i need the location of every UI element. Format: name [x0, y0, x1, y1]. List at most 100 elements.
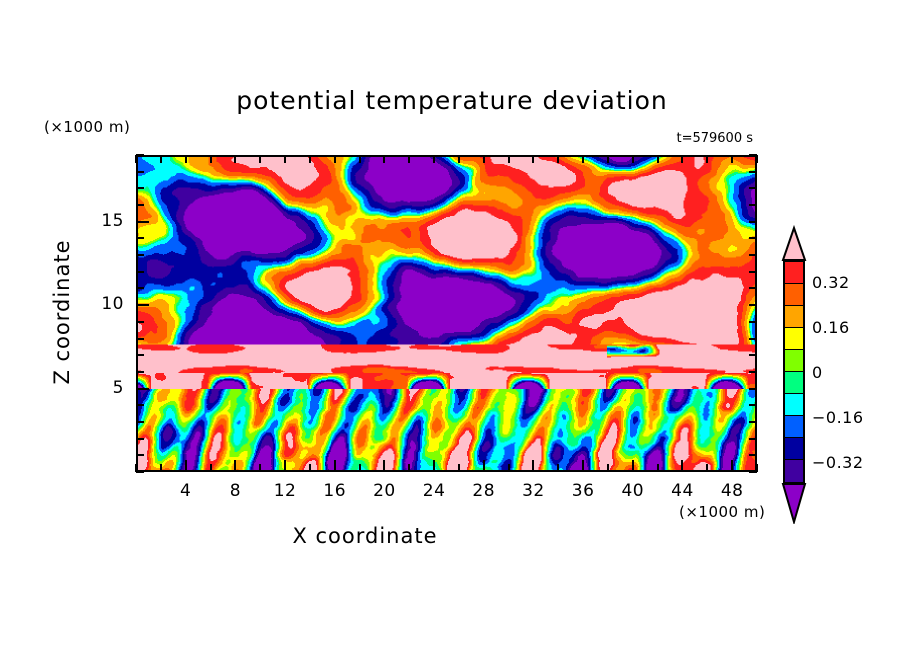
y-tick-minor-right — [749, 237, 757, 240]
y-tick-minor — [136, 320, 144, 323]
x-tick-minor-top — [656, 155, 659, 163]
x-tick-major — [731, 460, 734, 472]
colorbar-bands — [783, 260, 805, 484]
x-tick-major — [532, 460, 535, 472]
colorbar: 0.32 0.16 0 −0.16 −0.32 — [778, 224, 863, 524]
x-tick-minor — [209, 464, 212, 472]
y-tick-minor-right — [749, 304, 757, 307]
x-tick-major — [234, 460, 237, 472]
x-tick-major — [482, 460, 485, 472]
x-tick-minor-top — [631, 155, 634, 163]
x-tick-minor-top — [606, 155, 609, 163]
y-tick-minor-right — [749, 404, 757, 407]
page-title: potential temperature deviation — [236, 86, 668, 115]
x-tick-minor-top — [557, 155, 560, 163]
colorbar-band — [785, 394, 803, 416]
x-tick-label: 12 — [273, 481, 297, 501]
x-tick-label: 4 — [180, 481, 192, 501]
y-tick-label: 15 — [101, 210, 124, 231]
y-tick-label: 10 — [101, 294, 124, 315]
x-tick-label: 28 — [472, 481, 496, 501]
colorbar-band — [785, 328, 803, 350]
y-tick-minor — [136, 254, 144, 257]
colorbar-band — [785, 350, 803, 372]
y-tick-minor-right — [749, 370, 757, 373]
x-tick-major — [681, 460, 684, 472]
x-tick-minor-top — [184, 155, 187, 163]
y-tick-minor-right — [749, 187, 757, 190]
colorbar-band — [785, 306, 803, 328]
y-tick-minor — [136, 337, 144, 340]
y-tick-minor-right — [749, 270, 757, 273]
y-tick-minor-right — [749, 471, 757, 473]
x-tick-label: 48 — [720, 481, 744, 501]
x-tick-minor-top — [408, 155, 411, 163]
y-tick-minor — [136, 204, 144, 207]
y-tick-minor-right — [749, 287, 757, 290]
y-tick-minor-right — [749, 154, 757, 156]
colorbar-tick-label: −0.16 — [812, 407, 864, 427]
colorbar-tick-label: 0 — [812, 363, 823, 382]
y-tick-minor-right — [749, 354, 757, 357]
x-tick-label: 40 — [621, 481, 645, 501]
y-tick-minor-right — [749, 420, 757, 423]
y-tick-minor — [136, 170, 144, 173]
x-tick-minor-top — [706, 155, 709, 163]
x-tick-minor-top — [731, 155, 734, 163]
x-tick-major — [631, 460, 634, 472]
colorbar-tick-label: 0.32 — [812, 273, 850, 293]
x-tick-minor-top — [582, 155, 585, 163]
x-tick-label: 20 — [373, 481, 396, 501]
x-tick-minor-top — [308, 155, 311, 163]
timestamp-label: t=579600 s — [676, 131, 753, 146]
colorbar-band — [785, 372, 803, 394]
y-tick-minor — [136, 454, 144, 457]
x-tick-major — [184, 460, 187, 472]
x-tick-minor-top — [532, 155, 535, 163]
x-tick-minor-top — [209, 155, 212, 163]
x-tick-major — [582, 460, 585, 472]
x-tick-minor — [159, 464, 162, 472]
y-tick-minor-right — [749, 337, 757, 340]
x-tick-minor-top — [681, 155, 684, 163]
x-tick-minor-top — [507, 155, 510, 163]
x-tick-minor-top — [358, 155, 361, 163]
x-tick-label: 44 — [671, 481, 694, 501]
y-tick-minor-right — [749, 204, 757, 207]
x-tick-minor — [656, 464, 659, 472]
y-tick-minor-right — [749, 254, 757, 257]
x-tick-minor — [457, 464, 460, 472]
y-tick-major — [136, 387, 149, 390]
y-tick-minor — [136, 287, 144, 290]
y-tick-minor — [136, 154, 144, 156]
y-tick-minor-right — [749, 454, 757, 457]
x-tick-label: 32 — [522, 481, 545, 501]
x-tick-minor — [408, 464, 411, 472]
x-tick-label: 24 — [422, 481, 446, 501]
y-tick-minor — [136, 354, 144, 357]
colorbar-band — [785, 262, 803, 284]
x-tick-minor — [308, 464, 311, 472]
y-tick-minor — [136, 420, 144, 423]
y-tick-major — [136, 220, 149, 223]
x-tick-major — [383, 460, 386, 472]
y-tick-minor — [136, 404, 144, 407]
x-tick-minor — [756, 464, 758, 472]
x-tick-label: 8 — [229, 481, 242, 501]
x-tick-minor-top — [284, 155, 287, 163]
x-tick-label: 16 — [323, 481, 347, 501]
contour-field-canvas — [138, 157, 755, 470]
x-tick-minor-top — [457, 155, 460, 163]
y-tick-minor — [136, 237, 144, 240]
x-axis-title: X coordinate — [292, 524, 438, 548]
x-tick-major — [433, 460, 436, 472]
x-tick-major — [333, 460, 336, 472]
x-tick-minor-top — [259, 155, 262, 163]
y-tick-minor-right — [749, 437, 757, 440]
y-tick-minor-right — [749, 170, 757, 173]
y-tick-minor — [136, 370, 144, 373]
x-tick-minor — [135, 464, 137, 472]
x-tick-minor-top — [756, 155, 758, 163]
y-tick-minor — [136, 187, 144, 190]
y-axis-title: Z coordinate — [50, 239, 74, 385]
